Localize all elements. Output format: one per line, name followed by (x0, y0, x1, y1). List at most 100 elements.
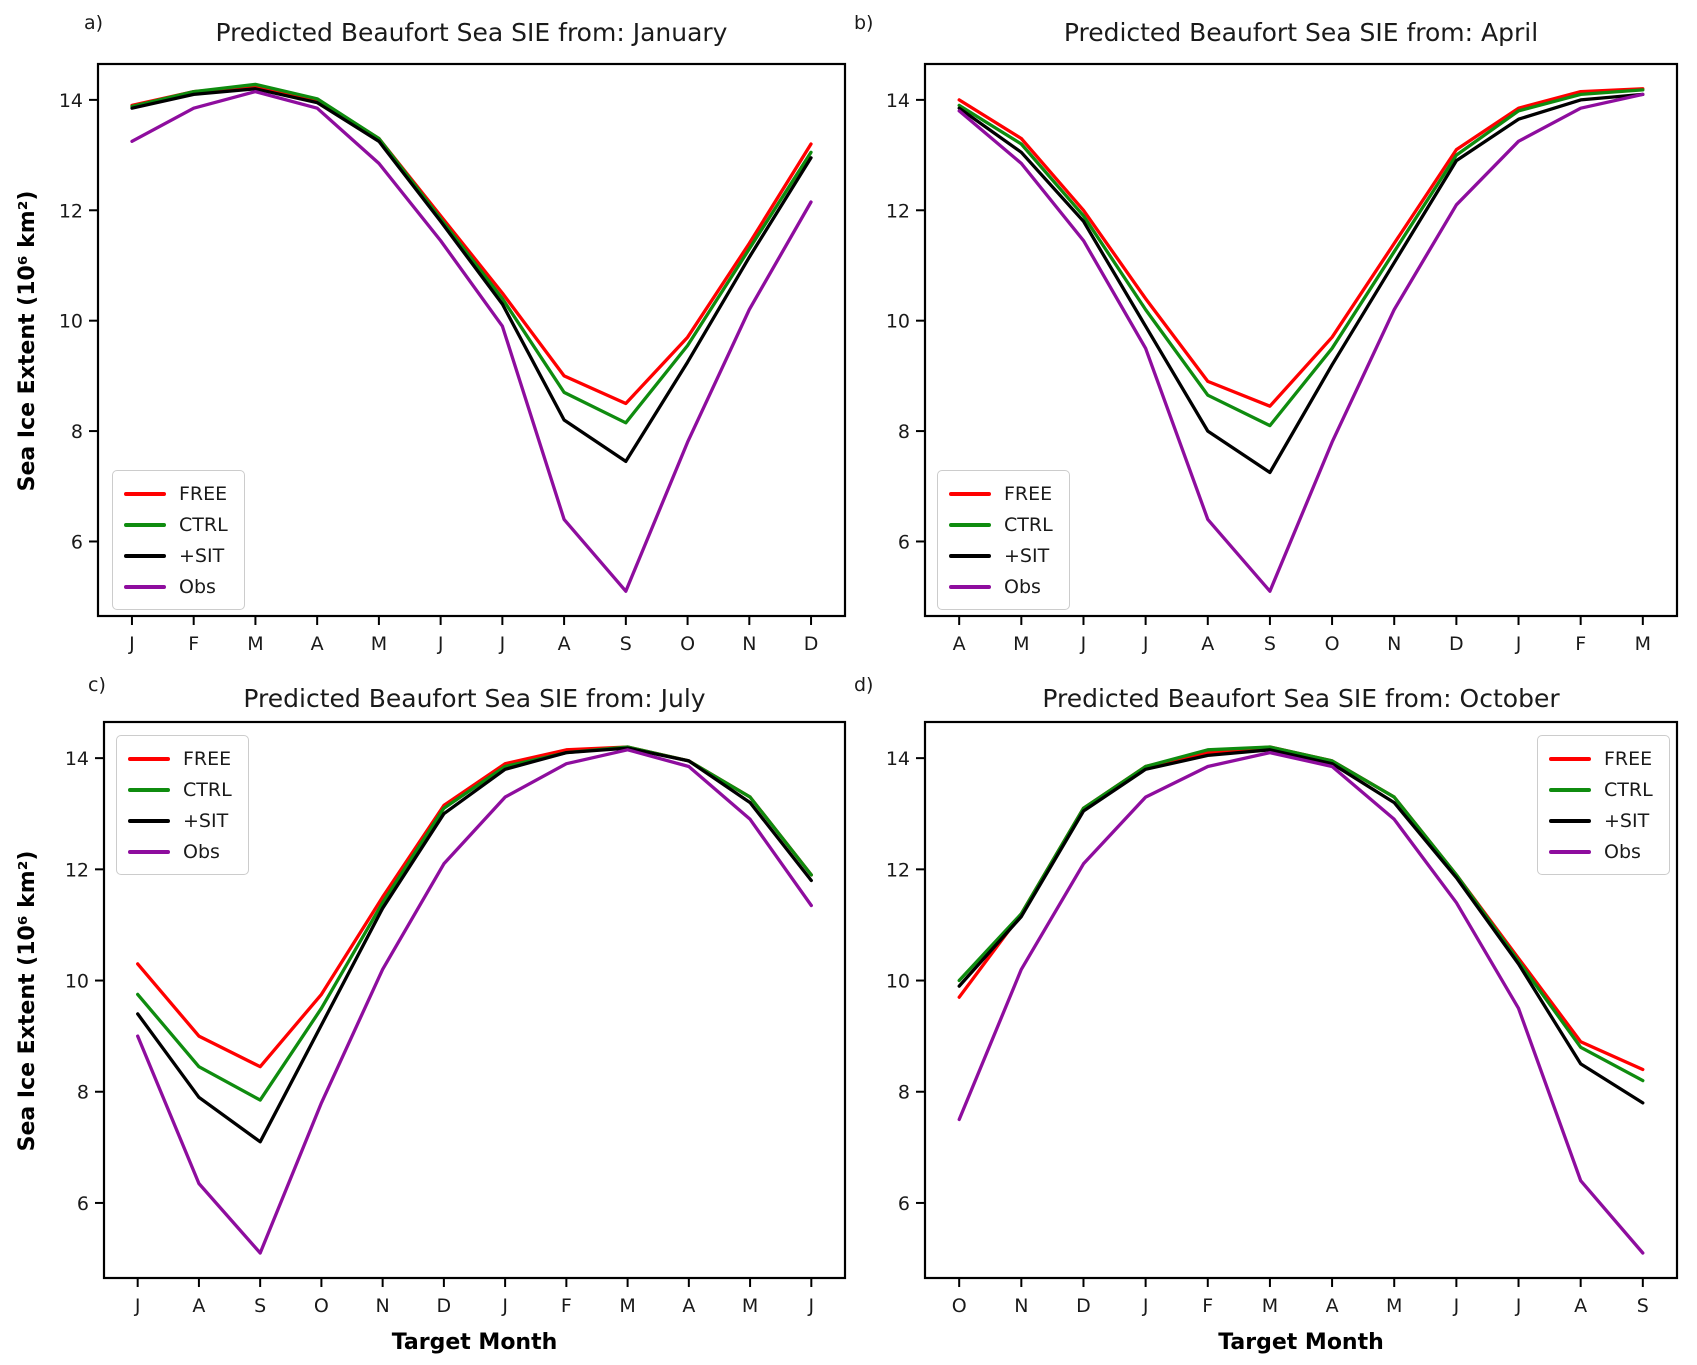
x-tick-label: J (1453, 1295, 1460, 1317)
series-line-obs (136, 748, 813, 1255)
y-tick-label: 10 (59, 311, 83, 333)
legend-label-sit: +SIT (183, 809, 229, 832)
panel-a-title: Predicted Beaufort Sea SIE from: January (215, 18, 728, 47)
series-line-free (957, 87, 1645, 408)
y-tick-label: 14 (65, 748, 89, 770)
legend-swatch-obs (949, 584, 991, 589)
x-tick-label: F (1202, 1295, 1213, 1317)
legend-item-obs: Obs (1549, 836, 1653, 867)
x-tick-label: A (558, 633, 571, 655)
legend-label-obs: Obs (183, 840, 220, 863)
y-tick-label: 6 (898, 531, 910, 553)
series-line-obs (957, 750, 1645, 1255)
series-line-free (130, 84, 813, 406)
legend-item-free: FREE (1549, 743, 1653, 774)
legend-item-obs: Obs (949, 571, 1053, 602)
y-tick-label: 8 (898, 1082, 910, 1104)
x-tick-label: S (1637, 1295, 1649, 1317)
series-line-ctrl (130, 82, 813, 425)
x-tick-label: A (953, 633, 966, 655)
legend-label-ctrl: CTRL (1604, 778, 1653, 801)
x-tick-label: N (376, 1295, 390, 1317)
legend-label-ctrl: CTRL (1004, 513, 1053, 536)
x-tick-label: J (437, 633, 444, 655)
legend-swatch-free (1549, 756, 1591, 761)
legend-swatch-sit (128, 818, 170, 823)
legend-item-sit: +SIT (1549, 805, 1653, 836)
series-line-sit (957, 748, 1645, 1105)
series-line-sit (957, 92, 1645, 475)
x-tick-label: J (1515, 1295, 1522, 1317)
legend-label-ctrl: CTRL (179, 513, 228, 536)
y-tick-label: 14 (886, 748, 910, 770)
series-line-obs (130, 89, 813, 593)
legend-label-sit: +SIT (1004, 544, 1050, 567)
legend-panel-c: FREE CTRL +SIT Obs (116, 735, 249, 875)
legend-item-free: FREE (128, 743, 232, 774)
panel-d-letter: d) (854, 674, 874, 696)
legend-item-obs: Obs (124, 571, 228, 602)
legend-item-obs: Obs (128, 836, 232, 867)
y-tick-label: 8 (77, 1082, 89, 1104)
x-tick-label: F (1575, 633, 1586, 655)
y-tick-label: 12 (886, 859, 910, 881)
legend-label-free: FREE (1604, 747, 1653, 770)
legend-panel-b: FREE CTRL +SIT Obs (937, 470, 1070, 610)
panel-c-title: Predicted Beaufort Sea SIE from: July (243, 684, 706, 713)
legend-swatch-obs (1549, 849, 1591, 854)
legend-label-sit: +SIT (179, 544, 225, 567)
x-tick-label: A (311, 633, 324, 655)
legend-swatch-obs (128, 849, 170, 854)
legend-item-ctrl: CTRL (124, 509, 228, 540)
legend-panel-a: FREE CTRL +SIT Obs (112, 470, 245, 610)
y-tick-label: 8 (898, 421, 910, 443)
legend-swatch-ctrl (128, 787, 170, 792)
y-tick-label: 14 (59, 90, 83, 112)
x-axis-label-panel-d: Target Month (1218, 1330, 1384, 1355)
series-line-sit (136, 746, 813, 1144)
x-tick-label: M (371, 633, 387, 655)
legend-panel-d: FREE CTRL +SIT Obs (1537, 735, 1670, 875)
y-tick-label: 14 (886, 90, 910, 112)
legend-label-free: FREE (179, 482, 228, 505)
legend-swatch-sit (1549, 818, 1591, 823)
series-line-obs (957, 92, 1645, 593)
x-tick-label: S (254, 1295, 266, 1317)
y-axis-label-panel-a: Sea Ice Extent (10⁶ km²) (15, 190, 40, 492)
legend-item-sit: +SIT (124, 540, 228, 571)
x-tick-label: S (1264, 633, 1276, 655)
x-tick-label: D (1076, 1295, 1091, 1317)
x-tick-label: F (188, 633, 199, 655)
legend-item-ctrl: CTRL (1549, 774, 1653, 805)
legend-label-free: FREE (183, 747, 232, 770)
axes-frame (923, 62, 1679, 618)
x-tick-label: O (952, 1295, 967, 1317)
legend-item-ctrl: CTRL (949, 509, 1053, 540)
legend-item-free: FREE (124, 478, 228, 509)
x-tick-label: O (1325, 633, 1340, 655)
x-tick-label: D (804, 633, 819, 655)
legend-swatch-ctrl (1549, 787, 1591, 792)
legend-swatch-free (949, 491, 991, 496)
x-tick-label: M (619, 1295, 635, 1317)
legend-item-sit: +SIT (128, 805, 232, 836)
x-tick-label: M (1262, 1295, 1278, 1317)
x-tick-label: A (1201, 633, 1214, 655)
x-tick-label: A (682, 1295, 695, 1317)
legend-label-obs: Obs (1004, 575, 1041, 598)
series-line-ctrl (957, 88, 1645, 428)
x-tick-label: O (680, 633, 695, 655)
legend-label-obs: Obs (1604, 840, 1641, 863)
y-tick-label: 6 (77, 1193, 89, 1215)
x-tick-label: J (1515, 633, 1522, 655)
panel-b-title: Predicted Beaufort Sea SIE from: April (1063, 18, 1539, 47)
x-tick-label: N (1014, 1295, 1028, 1317)
x-tick-label: J (1080, 633, 1087, 655)
y-tick-label: 8 (71, 421, 83, 443)
x-tick-label: N (1387, 633, 1401, 655)
legend-item-ctrl: CTRL (128, 774, 232, 805)
x-tick-label: M (1386, 1295, 1402, 1317)
y-tick-label: 12 (886, 200, 910, 222)
